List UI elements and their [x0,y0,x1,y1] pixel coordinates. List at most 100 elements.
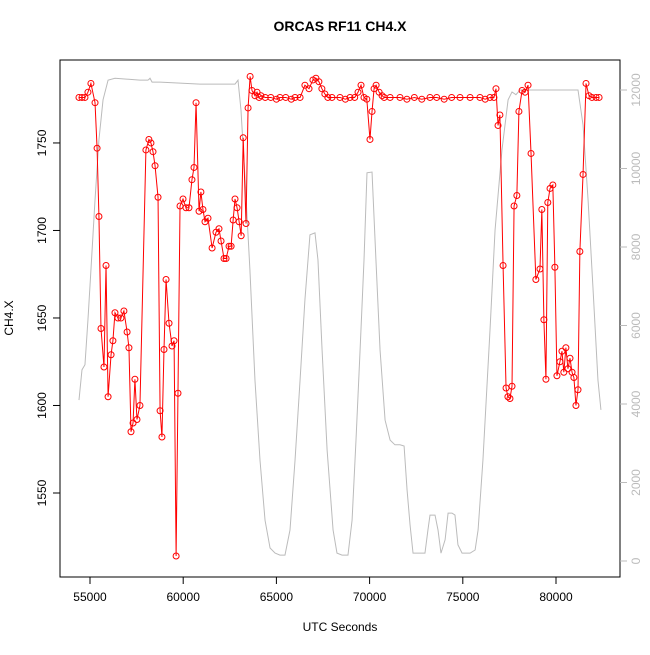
y2-tick-label: 10000 [629,151,643,185]
y2-tick-label: 12000 [629,73,643,107]
data-point [93,144,101,152]
data-point [549,181,557,189]
series-line [78,77,602,556]
data-point [127,428,135,436]
data-point [237,232,245,240]
data-point [154,193,162,201]
data-point [158,433,166,441]
data-point [287,95,295,103]
data-point [366,135,374,143]
data-point [156,407,164,415]
data-point [513,191,521,199]
data-point [551,263,559,271]
data-point [466,93,474,101]
data-point [592,93,600,101]
data-point [566,354,574,362]
data-point [328,93,336,101]
data-point [81,93,89,101]
y2-tick-label: 6000 [629,312,643,339]
data-point [87,79,95,87]
data-point [572,401,580,409]
y-axis-label: CH4.X [2,300,16,335]
data-point [272,95,280,103]
data-point [104,393,112,401]
data-point [492,85,500,93]
data-point [440,95,448,103]
data-point [188,176,196,184]
data-point [301,81,309,89]
data-point [182,204,190,212]
data-point [576,247,584,255]
data-point [506,394,514,402]
data-point [114,314,122,322]
data-point [574,386,582,394]
data-point [109,337,117,345]
data-point [84,88,92,96]
data-point [246,72,254,80]
data-point [341,95,349,103]
data-point [95,212,103,220]
data-point [315,78,323,86]
data-point [508,382,516,390]
data-point [100,363,108,371]
data-point [490,93,498,101]
data-point [515,107,523,115]
x-tick-label: 75000 [446,590,480,604]
data-point [426,93,434,101]
data-point [225,242,233,250]
data-point [123,328,131,336]
data-point [97,324,105,332]
y-tick-label: 1700 [35,217,49,244]
data-point [396,93,404,101]
data-point [136,401,144,409]
data-point [162,275,170,283]
data-point [579,170,587,178]
data-point [133,415,141,423]
data-point [378,92,386,100]
data-point [570,373,578,381]
data-point [174,389,182,397]
data-point [562,344,570,352]
data-point [117,314,125,322]
data-point [357,81,365,89]
data-point [556,358,564,366]
data-point [239,134,247,142]
data-point [217,237,225,245]
data-point [192,99,200,107]
y2-tick-label: 2000 [629,469,643,496]
y-tick-label: 1650 [35,304,49,331]
data-point [456,93,464,101]
data-point [107,351,115,359]
data-point [102,261,110,269]
data-point [149,148,157,156]
x-tick-label: 70000 [353,590,387,604]
data-point [291,93,299,101]
data-point [227,242,235,250]
data-point [588,93,596,101]
data-point [142,146,150,154]
data-point [324,93,332,101]
y2-tick-label: 8000 [629,233,643,260]
data-point [346,93,354,101]
data-point [204,214,212,222]
x-tick-label: 60000 [167,590,201,604]
data-point [195,207,203,215]
data-point [220,254,228,262]
data-point [524,81,532,89]
data-point [433,93,441,101]
x-axis-label: UTC Seconds [303,620,378,634]
data-point [125,344,133,352]
y2-tick-label: 0 [629,557,643,564]
data-point [386,93,394,101]
data-point [190,163,198,171]
data-point [351,93,359,101]
data-point [540,316,548,324]
data-point [564,365,572,373]
chart-title: ORCAS RF11 CH4.X [273,18,407,34]
data-point [131,375,139,383]
data-point [582,79,590,87]
data-point [553,372,561,380]
data-point [151,162,159,170]
data-point [542,375,550,383]
